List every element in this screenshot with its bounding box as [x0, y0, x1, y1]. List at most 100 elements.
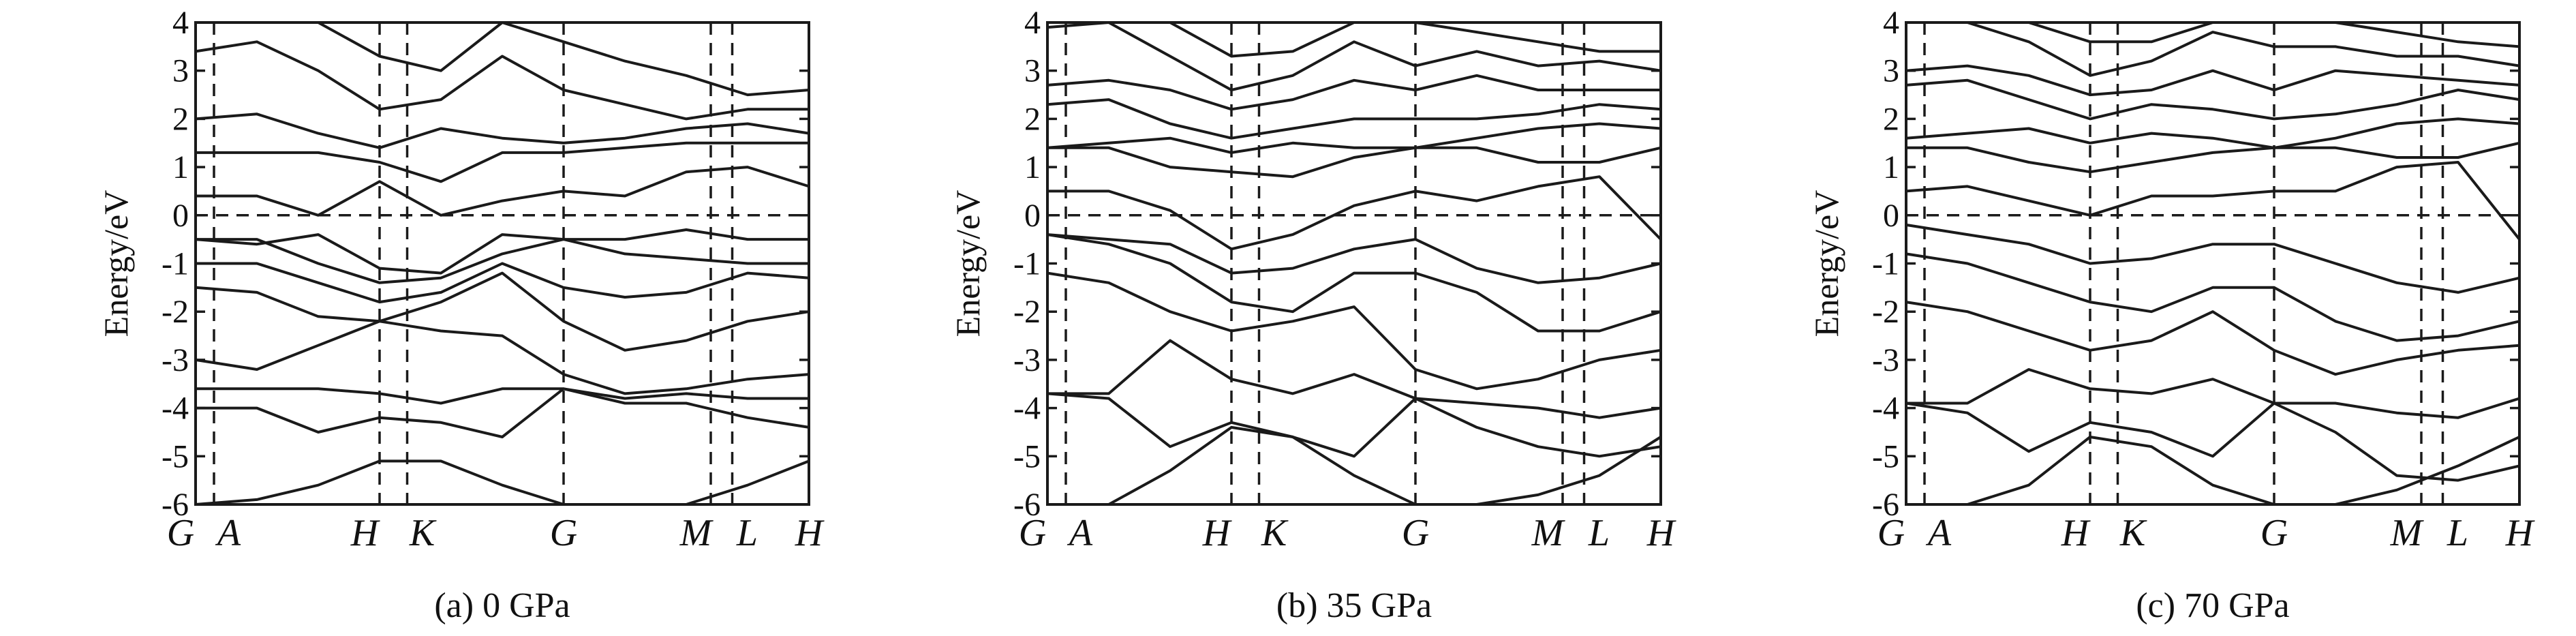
y-tick-label: 2: [1883, 101, 1899, 137]
y-tick-label: -5: [1013, 438, 1041, 474]
band-line-2: [196, 387, 810, 438]
kpoint-label: G: [1402, 512, 1429, 554]
band-line-9: [196, 166, 810, 217]
y-tick-label: -1: [1872, 246, 1899, 282]
kpoint-label: G: [550, 512, 577, 554]
band-line-11: [195, 112, 810, 149]
plot-frame: [1046, 21, 1662, 506]
band-line-9: [1047, 122, 1661, 154]
band-line-1: [195, 459, 810, 506]
y-tick-label: -2: [162, 294, 189, 330]
kpoint-label: A: [1067, 512, 1093, 554]
y-tick-label: -6: [1013, 487, 1041, 523]
kpoint-label: H: [1202, 512, 1232, 554]
kpoint-label: A: [1925, 512, 1952, 554]
y-tick-label: 4: [172, 5, 189, 41]
band-line-4: [1905, 301, 2520, 376]
band-line-5: [1047, 233, 1661, 333]
band-line-2: [1905, 402, 2520, 482]
band-line-4: [195, 320, 810, 395]
band-line-11: [1047, 74, 1661, 111]
y-tick-label: 1: [1024, 149, 1041, 185]
band-line-12: [195, 40, 809, 121]
kpoint-label: L: [736, 512, 758, 554]
band-line-8: [1906, 141, 2520, 174]
bands: [1905, 21, 2521, 506]
band-line-10: [1047, 98, 1661, 140]
band-line-10: [196, 141, 809, 183]
y-tick-label: 2: [1024, 101, 1041, 137]
panel-caption: (b) 35 GPa: [1276, 586, 1432, 625]
y-tick-label: -4: [1872, 391, 1899, 427]
y-tick-label: 0: [1883, 198, 1899, 234]
kpoint-label: H: [2061, 512, 2091, 554]
kpoint-label: K: [2119, 512, 2147, 554]
y-tick-label: 1: [172, 149, 189, 185]
y-tick-label: 0: [172, 198, 189, 234]
y-axis-title: Energy/eV: [97, 190, 135, 337]
kpoint-label: G: [2260, 512, 2288, 554]
y-tick-label: -4: [162, 391, 189, 427]
band-line-13: [1906, 21, 2520, 48]
kpoint-label: K: [409, 512, 437, 554]
kpoint-label: M: [2390, 512, 2425, 554]
y-tick-label: -6: [1872, 487, 1899, 523]
band-line-6: [1905, 223, 2520, 294]
band-line-7: [1905, 161, 2521, 241]
y-tick-label: -5: [1872, 438, 1899, 474]
kpoint-label: H: [2505, 512, 2535, 554]
kpoint-label: H: [795, 512, 825, 554]
kpoint-label: M: [1531, 512, 1566, 554]
band-line-3: [1906, 368, 2520, 419]
y-tick-label: 2: [172, 101, 189, 137]
band-line-4: [1047, 271, 1661, 391]
kpoint-label: H: [350, 512, 380, 554]
kpoint-label: G: [1877, 512, 1905, 554]
kpoint-label: K: [1261, 512, 1289, 554]
band-line-3: [1047, 339, 1661, 419]
band-line-12: [1906, 21, 2520, 77]
kpoint-label: L: [1588, 512, 1610, 554]
y-tick-label: -1: [1013, 246, 1041, 282]
band-line-6: [196, 262, 810, 304]
band-line-1: [1047, 425, 1662, 506]
y-axis-title: Energy/eV: [949, 190, 987, 337]
y-tick-label: 4: [1883, 5, 1899, 41]
kpoint-label: M: [679, 512, 714, 554]
y-tick-label: 1: [1883, 149, 1899, 185]
band-line-8: [1047, 146, 1661, 179]
band-line-11: [1905, 64, 2520, 97]
y-tick-label: 3: [1883, 53, 1899, 89]
kpoint-label: A: [215, 512, 241, 554]
band-line-9: [1905, 117, 2520, 149]
y-tick-label: -1: [162, 246, 189, 282]
y-axis-title: Energy/eV: [1807, 190, 1845, 337]
panel-caption: (c) 70 GPa: [2136, 586, 2289, 625]
band-line-10: [1905, 78, 2520, 121]
band-line-8: [195, 228, 809, 275]
kpoint-label: H: [1646, 512, 1676, 554]
y-tick-label: 0: [1024, 198, 1041, 234]
y-tick-label: -3: [162, 342, 189, 378]
band-line-5: [195, 271, 810, 352]
band-line-7: [1047, 175, 1662, 251]
y-tick-label: -4: [1013, 391, 1041, 427]
y-tick-label: -5: [162, 438, 189, 474]
y-tick-label: -2: [1872, 294, 1899, 330]
band-line-12: [1047, 21, 1661, 91]
bands: [195, 21, 810, 506]
y-tick-label: 4: [1024, 5, 1041, 41]
band-line-2: [1047, 392, 1661, 458]
band-line-7: [196, 238, 809, 284]
band-line-13: [196, 21, 810, 97]
y-tick-label: 3: [172, 53, 189, 89]
y-tick-label: 3: [1024, 53, 1041, 89]
y-tick-label: -3: [1013, 342, 1041, 378]
band-line-6: [1047, 233, 1661, 284]
kpoint-label: G: [1019, 512, 1046, 554]
y-tick-label: -6: [162, 487, 189, 523]
